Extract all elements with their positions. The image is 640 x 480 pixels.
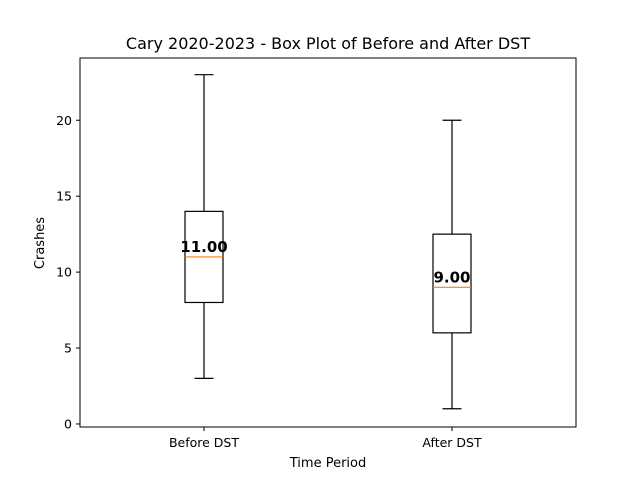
plot-frame: [79, 57, 577, 428]
y-axis: 0 5 10 15 20: [56, 113, 80, 431]
x-axis: Before DST After DST: [169, 427, 482, 450]
y-tick-label: 0: [64, 416, 72, 431]
y-tick-label: 20: [56, 113, 72, 128]
y-tick-label: 15: [56, 189, 72, 204]
y-tick-label: 5: [64, 341, 72, 356]
chart-title: Cary 2020-2023 - Box Plot of Before and …: [126, 34, 530, 53]
boxes-group: 11.00 9.00: [180, 74, 472, 410]
y-tick-label: 10: [56, 265, 72, 280]
x-tick-label: Before DST: [169, 435, 239, 450]
median-label: 9.00: [433, 268, 470, 286]
x-tick-label: After DST: [422, 435, 482, 450]
iqr-box: [432, 233, 472, 334]
y-axis-label: Crashes: [33, 217, 48, 269]
box-group: 11.00: [180, 74, 228, 380]
box-group: 9.00: [432, 119, 472, 410]
x-axis-label: Time Period: [289, 456, 366, 471]
median-label: 11.00: [180, 238, 227, 256]
